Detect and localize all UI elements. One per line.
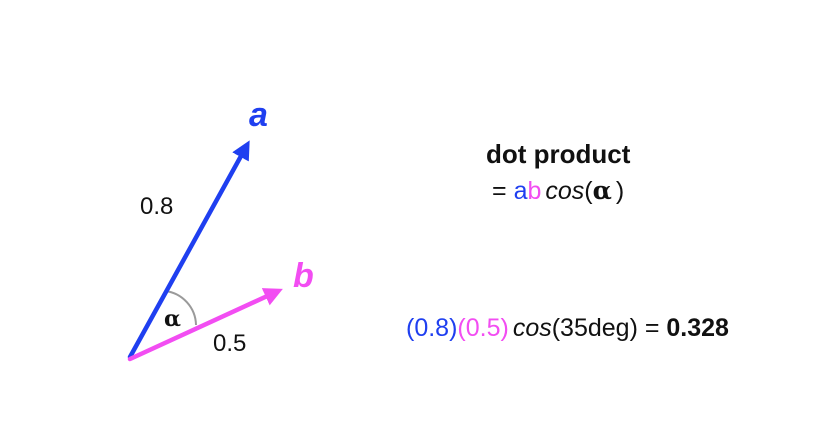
formula-close-paren: ) [615,177,625,205]
angle-label: α [164,306,181,332]
formula-title: dot product [486,139,631,169]
formula-alpha: α [592,176,612,205]
calc-result: 0.328 [666,314,729,342]
formula-cos: cos [545,177,585,205]
formula-expression: = ab cos(α) [492,178,624,204]
calc-argument: (35deg) [551,314,638,342]
formula-open-paren: ( [584,177,593,205]
formula-a: a [513,177,528,205]
vector-a-magnitude: 0.8 [140,193,174,220]
vector-a-label: a [249,96,268,134]
vector-b-magnitude: 0.5 [213,330,247,357]
calc-b-value: (0.5) [457,314,509,342]
vector-a-arrow [127,140,250,360]
angle-arc [164,290,197,326]
calc-equals: = [637,314,667,342]
calculation-expression: (0.8)(0.5) cos(35deg) = 0.328 [406,316,729,341]
vector-b-arrow [127,288,283,362]
calc-a-value: (0.8) [406,314,458,342]
formula-b: b [527,177,542,205]
vector-b-label: b [293,257,314,295]
calc-cos: cos [512,314,552,342]
formula-equals: = [492,177,507,205]
